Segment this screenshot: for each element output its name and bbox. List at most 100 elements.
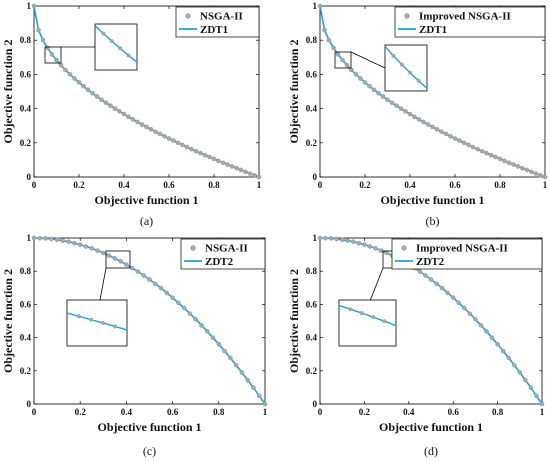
chart-panel: 0 0.2 0.4 0.6 0.8 1 0 0.2 0.4 0.6 0.8 1 Objective fu… [287, 1, 548, 228]
data-point [356, 240, 362, 246]
data-point [417, 269, 423, 274]
panel-caption: (a) [140, 214, 153, 228]
y-tick-label: 0.8 [306, 35, 318, 45]
data-point [470, 144, 476, 150]
legend-marker-scatter [190, 245, 196, 251]
legend-label: ZDT1 [419, 24, 447, 36]
legend-marker-scatter [185, 13, 191, 19]
panel-caption: (d) [424, 444, 438, 458]
data-point [385, 97, 390, 103]
data-point [193, 317, 198, 322]
x-tick-label: 0.8 [213, 407, 225, 417]
data-point [72, 76, 77, 81]
y-tick-label: 1 [313, 233, 318, 243]
inset-data-point [101, 31, 106, 36]
data-point [198, 150, 203, 156]
data-point [421, 119, 426, 125]
data-point [247, 171, 253, 176]
y-tick-label: 0.8 [20, 35, 32, 45]
data-point [171, 138, 176, 143]
data-point [101, 250, 106, 256]
data-point [367, 83, 372, 89]
data-point [256, 393, 262, 399]
data-point [373, 245, 378, 251]
data-point [251, 385, 256, 391]
data-point [452, 136, 458, 141]
data-point [506, 355, 512, 361]
data-point [234, 165, 239, 171]
data-point [398, 106, 404, 111]
data-point [54, 57, 59, 63]
chart-panel: 0 0.2 0.4 0.6 0.8 1 0 0.2 0.4 0.6 0.8 1 Objective fu… [1, 1, 262, 228]
data-point [176, 300, 181, 306]
data-point [141, 273, 147, 278]
data-point [36, 27, 41, 33]
data-point [345, 238, 351, 243]
y-tick-label: 0.2 [306, 366, 318, 376]
data-point [106, 253, 112, 258]
inset-data-point [359, 311, 364, 316]
data-point [99, 97, 104, 103]
data-point [144, 124, 149, 130]
data-point [117, 109, 122, 114]
y-tick-label: 1 [27, 233, 32, 243]
data-point [461, 305, 467, 311]
data-point [497, 156, 503, 162]
legend-box [175, 6, 260, 38]
data-point [362, 242, 367, 247]
data-point [187, 311, 193, 316]
zoom-region-box [44, 46, 62, 64]
x-tick-label: 0 [318, 180, 323, 190]
data-point [175, 140, 181, 146]
inset-data-point [118, 46, 123, 51]
data-point [63, 67, 68, 73]
panel-caption: (c) [143, 444, 156, 458]
zoom-connector-line [99, 267, 107, 301]
data-point [180, 142, 185, 148]
legend-label: ZDT2 [416, 256, 445, 268]
inset-data-point [88, 317, 93, 322]
y-tick-label: 0.4 [20, 104, 32, 114]
data-point [484, 328, 489, 334]
data-point [443, 131, 449, 137]
chart-panel: 0 0.2 0.4 0.6 0.8 1 0 0.2 0.4 0.6 0.8 1 Objective fu… [1, 233, 268, 458]
data-point [461, 140, 467, 146]
data-point [216, 341, 222, 347]
data-point [37, 235, 43, 241]
data-point [124, 262, 129, 267]
inset-data-point [109, 39, 114, 44]
legend-label: NSGA-II [200, 11, 243, 23]
data-point [528, 385, 534, 391]
data-point [238, 167, 244, 173]
y-tick-label: 0.2 [306, 138, 318, 148]
data-point [328, 236, 334, 241]
y-tick-label: 0.4 [20, 333, 32, 343]
x-tick-label: 0.8 [494, 180, 506, 190]
data-point [430, 124, 435, 130]
x-tick-label: 0.4 [121, 407, 133, 417]
data-point [118, 259, 123, 264]
data-point [467, 311, 473, 316]
x-tick-label: 0.2 [75, 407, 87, 417]
data-point [49, 236, 54, 242]
legend-box [180, 238, 266, 270]
data-point [412, 114, 417, 120]
data-point [322, 27, 327, 33]
data-point [202, 152, 208, 158]
data-point [502, 158, 507, 164]
data-point [81, 83, 86, 89]
x-axis-label: Objective function 1 [98, 420, 202, 434]
x-tick-label: 0 [318, 407, 323, 417]
data-point [233, 362, 239, 368]
inset-data-point [391, 53, 396, 58]
x-tick-label: 0.2 [73, 180, 85, 190]
data-point [445, 290, 450, 296]
data-point [523, 377, 528, 383]
data-point [317, 3, 323, 9]
data-point [520, 165, 525, 171]
data-point [500, 348, 506, 354]
data-point [538, 172, 543, 178]
legend-box [394, 6, 546, 38]
data-point [72, 240, 77, 246]
inset-data-point [76, 314, 81, 319]
